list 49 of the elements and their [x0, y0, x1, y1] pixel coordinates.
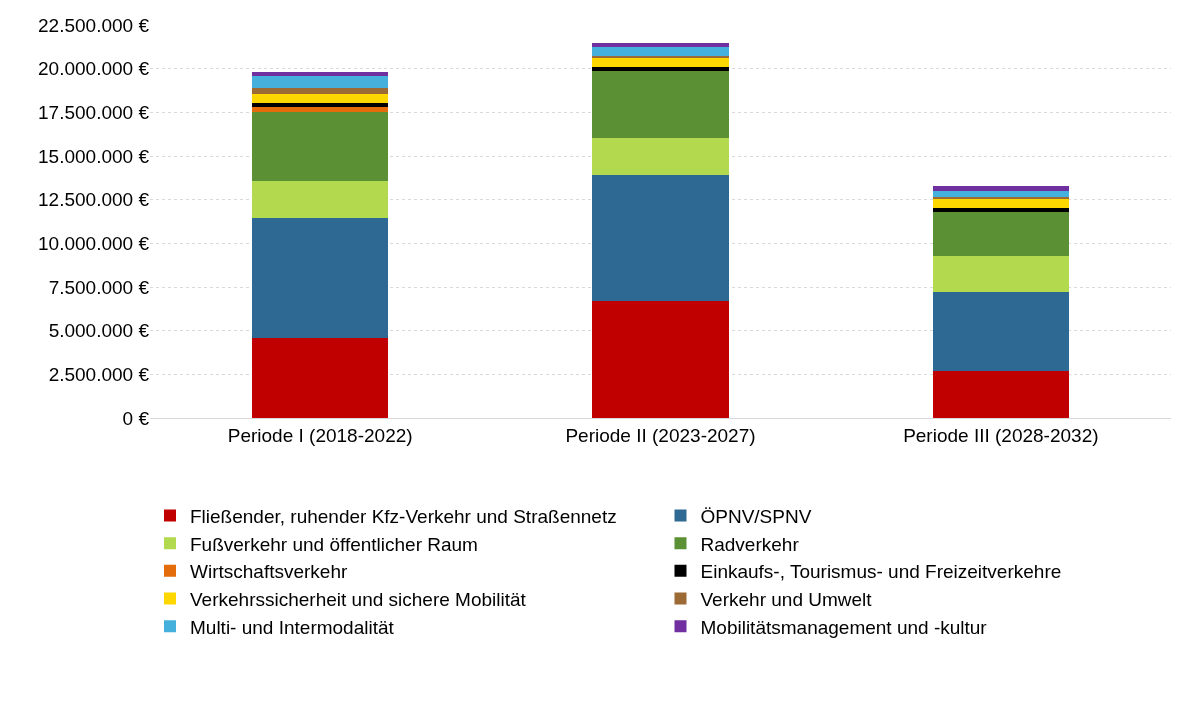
legend-label: Multi- und Intermodalität: [190, 616, 395, 638]
y-tick-label: 12.500.000 €: [38, 189, 150, 211]
bar: [252, 338, 389, 418]
bar: [592, 47, 729, 57]
bar: [252, 93, 389, 103]
y-tick-label: 7.500.000 €: [48, 276, 150, 298]
bar: [252, 107, 389, 113]
legend-label: ÖPNV/SPNV: [700, 505, 812, 527]
y-tick-label: 17.500.000 €: [38, 101, 150, 123]
bar: [932, 211, 1069, 257]
bar: [592, 58, 729, 68]
bar: [932, 208, 1069, 212]
y-tick-label: 10.000.000 €: [38, 232, 150, 254]
bar: [252, 180, 389, 219]
legend-label: Fußverkehr und öffentlicher Raum: [190, 533, 478, 555]
legend-label: Einkaufs-, Tourismus- und Freizeitverkehre: [700, 561, 1062, 583]
bar: [592, 67, 729, 71]
y-tick-label: 22.500.000 €: [38, 14, 150, 36]
bar: [592, 138, 729, 176]
bar: [932, 186, 1069, 192]
bar: [252, 112, 389, 181]
bar: [252, 87, 389, 94]
legend-label: Radverkehr: [700, 533, 800, 555]
bar: [592, 175, 729, 301]
x-tick-label: Periode II (2023-2027): [565, 424, 756, 446]
bar: [932, 256, 1069, 293]
y-tick-label: 2.500.000 €: [48, 363, 150, 385]
bar: [252, 71, 389, 76]
bar: [932, 292, 1069, 372]
legend-label: Verkehrssicherheit und sichere Mobilität: [190, 588, 527, 610]
bar: [592, 70, 729, 139]
bar: [932, 191, 1069, 198]
bar: [252, 76, 389, 88]
y-tick-label: 0 €: [122, 407, 150, 429]
x-tick-label: Periode III (2028-2032): [903, 424, 1099, 446]
bar: [592, 42, 729, 48]
y-tick-label: 15.000.000 €: [38, 145, 150, 167]
bar: [252, 102, 389, 108]
legend-label: Fließender, ruhender Kfz-Verkehr und Straßennetz: [190, 505, 617, 527]
legend-label: Verkehr und Umwelt: [700, 588, 873, 610]
bar: [932, 198, 1069, 209]
x-tick-label: Periode I (2018-2022): [227, 424, 413, 446]
legend-label: Mobilitätsmanagement und -kultur: [700, 616, 988, 638]
bar: [932, 371, 1069, 418]
bar: [252, 218, 389, 338]
legend-label: Wirtschaftsverkehr: [190, 561, 348, 583]
y-tick-label: 20.000.000 €: [38, 58, 150, 80]
y-tick-label: 5.000.000 €: [48, 320, 150, 342]
bar: [592, 300, 729, 418]
